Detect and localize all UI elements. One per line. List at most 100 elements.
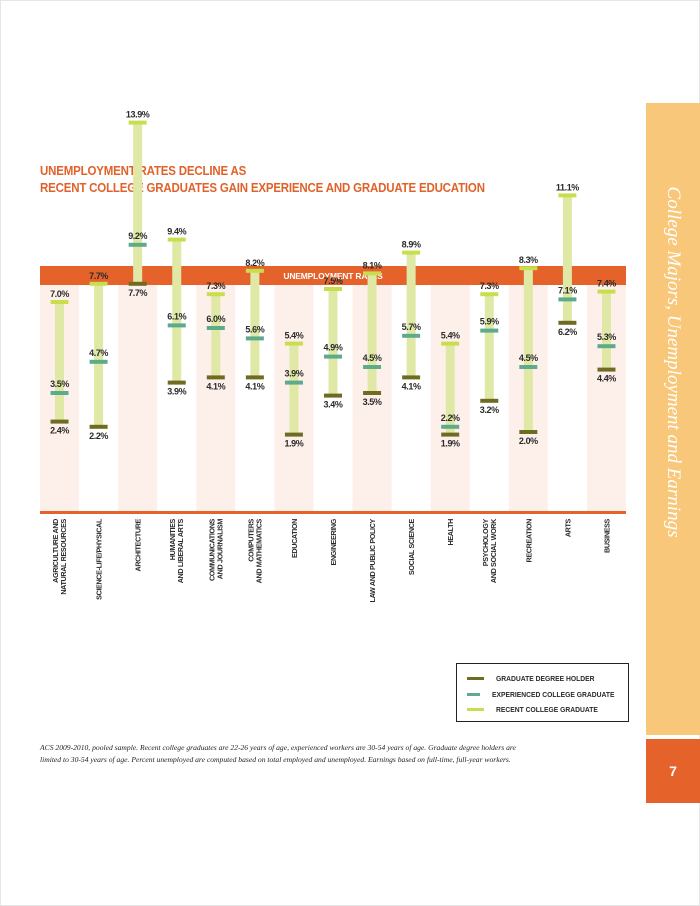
category-label-line: PSYCHOLOGY — [481, 518, 490, 566]
graduate-value-label: 3.2% — [480, 405, 499, 415]
range-bar — [328, 289, 338, 396]
footnote: ACS 2009-2010, pooled sample. Recent col… — [40, 743, 516, 764]
category-label-line: ARCHITECTURE — [134, 518, 143, 571]
experienced-value-label: 5.7% — [402, 322, 421, 332]
graduate-value-label: 4.1% — [402, 381, 421, 391]
recent-marker — [558, 193, 577, 198]
recent-value-label: 7.7% — [89, 271, 108, 281]
range-bar — [445, 343, 455, 435]
category-label-line: EDUCATION — [290, 519, 299, 558]
category-label-line: HEALTH — [446, 519, 455, 546]
graduate-marker — [441, 432, 460, 437]
experienced-marker — [480, 328, 499, 333]
side-tab — [646, 103, 700, 735]
recent-value-label: 7.0% — [50, 289, 69, 299]
category-label-line: ENGINEERING — [329, 518, 338, 565]
chart-header-band — [40, 266, 626, 285]
category-label-line: AND JOURNALISM — [215, 519, 224, 580]
recent-value-label: 5.4% — [441, 331, 460, 341]
range-bar — [601, 291, 611, 370]
recent-marker — [206, 292, 225, 297]
legend-item-experienced: EXPERIENCED COLLEGE GRADUATE — [467, 687, 628, 703]
graduate-marker — [480, 398, 499, 403]
category-label-line: HUMANITIES — [168, 518, 177, 560]
category-label: HEALTH — [446, 519, 455, 546]
recent-marker — [597, 289, 616, 294]
range-bar — [484, 294, 494, 401]
experienced-value-label: 5.6% — [245, 324, 264, 334]
legend-label-experienced: EXPERIENCED COLLEGE GRADUATE — [491, 689, 615, 699]
legend-item-recent: RECENT COLLEGE GRADUATE — [467, 702, 628, 718]
category-label: ARTS — [563, 518, 572, 537]
range-bar — [250, 270, 260, 378]
graduate-marker — [558, 320, 577, 325]
graduate-value-label: 4.1% — [245, 381, 264, 391]
category-label-line: COMMUNICATIONS — [207, 518, 216, 581]
range-bar — [94, 283, 104, 427]
experienced-marker — [324, 354, 342, 359]
graduate-marker — [597, 367, 616, 372]
recent-value-label: 9.4% — [167, 227, 186, 237]
range-bar — [367, 273, 377, 393]
graduate-value-label: 3.5% — [363, 397, 382, 407]
range-bar — [172, 239, 182, 383]
category-label-line: RECREATION — [524, 519, 533, 563]
legend-swatch-recent — [467, 708, 484, 712]
range-bar — [523, 268, 533, 432]
experienced-marker — [441, 424, 460, 429]
experienced-marker — [128, 242, 147, 247]
graduate-marker — [50, 419, 69, 424]
category-label: HUMANITIES AND LIBERAL ARTS — [168, 518, 185, 583]
experienced-marker — [50, 391, 69, 395]
range-bar — [211, 294, 221, 378]
experienced-value-label: 2.2% — [441, 413, 460, 423]
category-label: LAW AND PUBLIC POLICY — [368, 518, 377, 602]
graduate-marker — [128, 281, 147, 286]
category-label-line: AGRICULTURE AND — [51, 519, 60, 583]
graduate-value-label: 4.1% — [206, 381, 225, 391]
graduate-value-label: 2.0% — [519, 436, 538, 446]
title-line-1: UNEMPLOYMENT RATES DECLINE AS — [40, 164, 247, 178]
experienced-marker — [284, 380, 303, 385]
category-label-line: BUSINESS — [602, 518, 611, 553]
category-label: ENGINEERING — [329, 518, 338, 565]
recent-marker — [167, 237, 186, 242]
experienced-value-label: 4.5% — [519, 353, 538, 363]
category-label: PSYCHOLOGY AND SOCIAL WORK — [481, 518, 498, 583]
graduate-value-label: 2.2% — [89, 431, 108, 441]
graduate-value-label: 6.2% — [558, 327, 577, 337]
category-label: AGRICULTURE AND NATURAL RESOURCES — [51, 518, 68, 594]
recent-value-label: 7.4% — [597, 279, 616, 289]
experienced-value-label: 3.5% — [50, 379, 69, 389]
category-label: SOCIAL SCIENCE — [407, 518, 416, 575]
experienced-marker — [167, 323, 186, 328]
graduate-marker — [519, 430, 538, 434]
recent-marker — [363, 271, 382, 276]
graduate-value-label: 1.9% — [284, 439, 303, 449]
category-label: EDUCATION — [290, 519, 299, 558]
range-bar — [55, 302, 65, 422]
experienced-value-label: 6.1% — [167, 311, 186, 321]
range-bar — [133, 122, 143, 284]
category-label-line: NATURAL RESOURCES — [59, 518, 68, 594]
experienced-value-label: 6.0% — [206, 314, 225, 324]
graduate-marker — [245, 375, 264, 380]
range-bar — [289, 343, 299, 435]
experienced-value-label: 5.3% — [597, 332, 616, 342]
recent-value-label: 8.2% — [245, 258, 264, 268]
experienced-marker — [89, 359, 108, 364]
recent-value-label: 7.3% — [206, 281, 225, 291]
experienced-marker — [402, 333, 421, 338]
experienced-marker — [558, 297, 577, 302]
experienced-value-label: 5.9% — [480, 317, 499, 327]
column-stripe — [118, 285, 158, 511]
graduate-marker — [402, 375, 421, 380]
graduate-marker — [89, 424, 108, 429]
legend-item-graduate: GRADUATE DEGREE HOLDER — [467, 671, 628, 687]
category-label-line: AND MATHEMATICS — [254, 518, 263, 583]
legend: GRADUATE DEGREE HOLDER EXPERIENCED COLLE… — [456, 663, 629, 722]
recent-value-label: 8.9% — [402, 240, 421, 250]
legend-label-graduate: GRADUATE DEGREE HOLDER — [496, 674, 595, 684]
graduate-marker — [167, 380, 186, 385]
experienced-value-label: 4.5% — [363, 353, 382, 363]
